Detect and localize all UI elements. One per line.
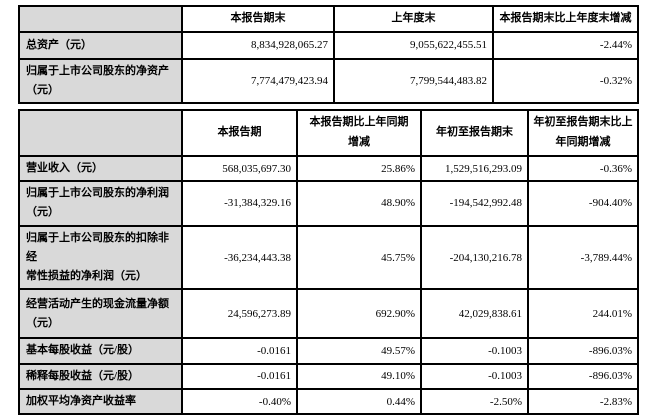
cell-value: 45.75% (296, 224, 422, 291)
cell-value: -2.44% (492, 30, 639, 60)
row-label-operating-cash-flow: 经营活动产生的现金流量净额 （元） (18, 288, 183, 340)
cell-value: -3,789.44% (527, 224, 639, 291)
col-header-change-vs-prior-year-end: 本报告期末比上年度末增减 (492, 5, 639, 33)
col-header-current-period-end: 本报告期末 (181, 5, 335, 33)
table-row: 稀释每股收益（元/股） -0.0161 49.10% -0.1003 -896.… (18, 362, 639, 390)
cell-value: 49.57% (296, 337, 422, 365)
col-header-ytd-change-vs-same-period: 年初至报告期末比上 年同期增减 (527, 109, 639, 157)
table-row: 营业收入（元） 568,035,697.30 25.86% 1,529,516,… (18, 154, 639, 183)
cell-value: -896.03% (527, 362, 639, 390)
cell-value: -0.1003 (420, 337, 529, 365)
col-header-year-to-date: 年初至报告期末 (420, 109, 529, 157)
corner-cell (18, 5, 183, 33)
row-label-weighted-avg-roe: 加权平均净资产收益率 (18, 387, 183, 415)
cell-value: -0.40% (181, 387, 298, 415)
row-label-net-profit-excl-nonrecurring: 归属于上市公司股东的扣除非经 常性损益的净利润（元） (18, 224, 183, 291)
col-header-current-period: 本报告期 (181, 109, 298, 157)
row-label-net-assets: 归属于上市公司股东的净资产 （元） (18, 57, 183, 105)
table-row: 加权平均净资产收益率 -0.40% 0.44% -2.50% -2.83% (18, 387, 639, 415)
table-row: 基本每股收益（元/股） -0.0161 49.57% -0.1003 -896.… (18, 337, 639, 365)
table-row: 经营活动产生的现金流量净额 （元） 24,596,273.89 692.90% … (18, 288, 639, 340)
cell-value: -31,384,329.16 (181, 180, 298, 227)
cell-value: 692.90% (296, 288, 422, 340)
col-header-prior-year-end: 上年度末 (333, 5, 494, 33)
cell-value: -194,542,992.48 (420, 180, 529, 227)
cell-value: -204,130,216.78 (420, 224, 529, 291)
cell-value: -0.0161 (181, 337, 298, 365)
table-header-row: 本报告期 本报告期比上年同期 增减 年初至报告期末 年初至报告期末比上 年同期增… (18, 109, 639, 157)
row-label-operating-revenue: 营业收入（元） (18, 154, 183, 183)
table-row: 总资产（元） 8,834,928,065.27 9,055,622,455.51… (18, 30, 639, 60)
financial-report-summary: 本报告期末 上年度末 本报告期末比上年度末增减 总资产（元） 8,834,928… (18, 5, 639, 415)
cell-value: -0.1003 (420, 362, 529, 390)
cell-value: 1,529,516,293.09 (420, 154, 529, 183)
row-label-net-profit: 归属于上市公司股东的净利润 （元） (18, 180, 183, 227)
corner-cell (18, 109, 183, 157)
table-row: 归属于上市公司股东的净资产 （元） 7,774,479,423.94 7,799… (18, 57, 639, 105)
cell-value: -36,234,443.38 (181, 224, 298, 291)
cell-value: -0.0161 (181, 362, 298, 390)
row-label-basic-eps: 基本每股收益（元/股） (18, 337, 183, 365)
cell-value: 25.86% (296, 154, 422, 183)
cell-value: -0.36% (527, 154, 639, 183)
period-indicators-table: 本报告期 本报告期比上年同期 增减 年初至报告期末 年初至报告期末比上 年同期增… (18, 109, 639, 415)
cell-value: 24,596,273.89 (181, 288, 298, 340)
cell-value: -0.32% (492, 57, 639, 105)
table-row: 归属于上市公司股东的扣除非经 常性损益的净利润（元） -36,234,443.3… (18, 224, 639, 291)
table-header-row: 本报告期末 上年度末 本报告期末比上年度末增减 (18, 5, 639, 33)
cell-value: -2.83% (527, 387, 639, 415)
cell-value: -896.03% (527, 337, 639, 365)
cell-value: 8,834,928,065.27 (181, 30, 335, 60)
cell-value: 7,799,544,483.82 (333, 57, 494, 105)
key-balance-data-table: 本报告期末 上年度末 本报告期末比上年度末增减 总资产（元） 8,834,928… (18, 5, 639, 105)
row-label-total-assets: 总资产（元） (18, 30, 183, 60)
cell-value: 0.44% (296, 387, 422, 415)
cell-value: 9,055,622,455.51 (333, 30, 494, 60)
cell-value: 49.10% (296, 362, 422, 390)
cell-value: 42,029,838.61 (420, 288, 529, 340)
cell-value: 568,035,697.30 (181, 154, 298, 183)
cell-value: 244.01% (527, 288, 639, 340)
table-row: 归属于上市公司股东的净利润 （元） -31,384,329.16 48.90% … (18, 180, 639, 227)
cell-value: -904.40% (527, 180, 639, 227)
row-label-diluted-eps: 稀释每股收益（元/股） (18, 362, 183, 390)
cell-value: 7,774,479,423.94 (181, 57, 335, 105)
cell-value: 48.90% (296, 180, 422, 227)
cell-value: -2.50% (420, 387, 529, 415)
col-header-change-vs-same-period: 本报告期比上年同期 增减 (296, 109, 422, 157)
